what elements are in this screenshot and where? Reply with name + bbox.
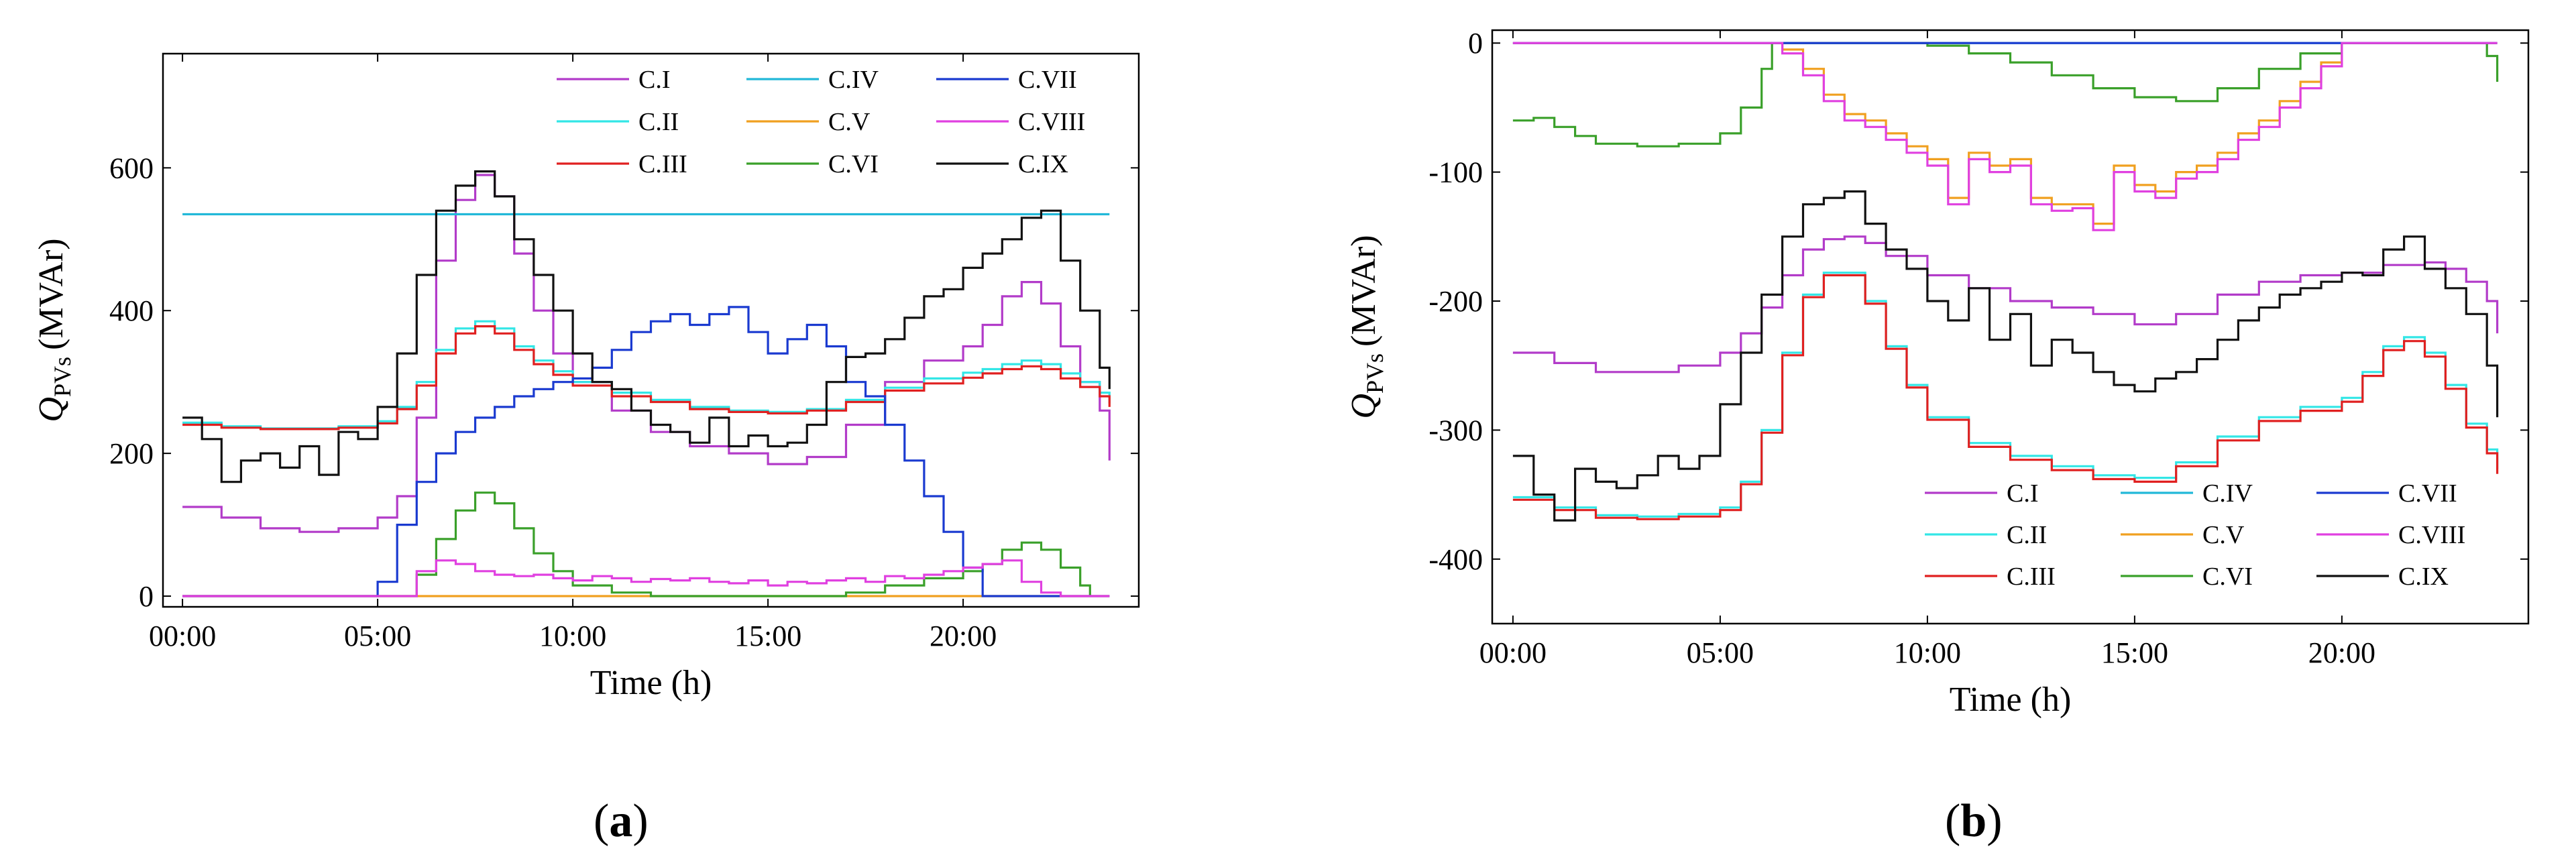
- legend-label-c-viii: C.VIII: [1018, 108, 1085, 136]
- series-line-c-v: [1512, 42, 2498, 225]
- legend-label-c-iii: C.III: [2007, 563, 2056, 591]
- series-line-c-ii: [1512, 272, 2499, 518]
- plot-frame: [162, 52, 1140, 608]
- legend-label-c-i: C.I: [638, 66, 671, 94]
- x-axis-label: Time (h): [1950, 681, 2072, 719]
- x-tick-label: 20:00: [930, 620, 997, 652]
- x-tick-label: 00:00: [149, 620, 216, 652]
- series-line-c-i: [1512, 235, 2499, 373]
- legend-label-c-vi: C.VI: [2202, 563, 2253, 591]
- x-tick-label: 00:00: [1479, 636, 1547, 669]
- series-line-c-vii: [182, 306, 1110, 597]
- series-line-c-ii: [182, 320, 1111, 430]
- chart-panel-b: 00:00 05:00 10:00 15:00 20:00 0 -100 -200 -300 -4…: [1345, 27, 2530, 719]
- y-tick-label: -400: [1429, 543, 1483, 576]
- series-line-c-ix: [182, 170, 1111, 483]
- x-axis-label: Time (h): [590, 664, 712, 702]
- x-tick-label: 10:00: [539, 620, 606, 652]
- legend-label-c-ix: C.IX: [1018, 150, 1068, 178]
- y-tick-label: 600: [109, 152, 154, 184]
- y-tick-label: -100: [1429, 156, 1483, 189]
- legend-label-c-vii: C.VII: [1018, 66, 1077, 94]
- x-tick-label: 20:00: [2308, 636, 2375, 669]
- x-tick-label: 05:00: [344, 620, 411, 652]
- series-line-c-i: [182, 174, 1111, 533]
- chart-panel-a: 00:00 05:00 10:00 15:00 20:00 0 200 400 600 Time …: [32, 52, 1140, 702]
- legend-label-c-v: C.V: [828, 108, 871, 136]
- legend-label-c-iv: C.IV: [828, 66, 879, 94]
- series-line-c-viii: [1512, 42, 2498, 231]
- x-tick-label: 05:00: [1687, 636, 1754, 669]
- plot-frame: [1491, 29, 2530, 625]
- series-line-c-iii: [1512, 274, 2499, 520]
- legend-label-c-vii: C.VII: [2398, 479, 2457, 508]
- panel-letter-a: a: [609, 795, 633, 847]
- panel-label-a: (a): [594, 795, 649, 847]
- y-tick-label: -200: [1429, 285, 1483, 318]
- panel-letter-b: b: [1960, 795, 1987, 847]
- legend-label-c-v: C.V: [2202, 521, 2245, 549]
- legend-label-c-ii: C.II: [638, 108, 679, 136]
- legend-label-c-ix: C.IX: [2398, 563, 2449, 591]
- legend-label-c-iii: C.III: [638, 150, 687, 178]
- y-tick-label: 0: [1468, 27, 1483, 60]
- x-tick-label: 15:00: [2101, 636, 2168, 669]
- legend-label-c-viii: C.VIII: [2398, 521, 2465, 549]
- series-line-c-iii: [182, 325, 1111, 430]
- legend-label-c-ii: C.II: [2007, 521, 2047, 549]
- series-line-c-vi: [182, 492, 1091, 597]
- x-tick-label: 15:00: [734, 620, 801, 652]
- y-tick-label: 0: [139, 580, 154, 613]
- x-tick-label: 10:00: [1894, 636, 1961, 669]
- series-line-c-vi: [1512, 42, 2499, 148]
- y-tick-label: 400: [109, 294, 154, 327]
- series-line-c-viii: [182, 559, 1110, 597]
- legend-label-c-vi: C.VI: [828, 150, 879, 178]
- legend-label-c-iv: C.IV: [2202, 479, 2253, 508]
- y-axis-label: QPVs(MVAr): [1345, 235, 1388, 418]
- y-axis-label: QPVs(MVAr): [32, 238, 76, 422]
- series-line-c-ix: [1512, 190, 2499, 522]
- legend-label-c-i: C.I: [2007, 479, 2039, 508]
- y-tick-label: -300: [1429, 414, 1483, 447]
- panel-label-b: (b): [1945, 795, 2003, 847]
- y-tick-label: 200: [109, 437, 154, 470]
